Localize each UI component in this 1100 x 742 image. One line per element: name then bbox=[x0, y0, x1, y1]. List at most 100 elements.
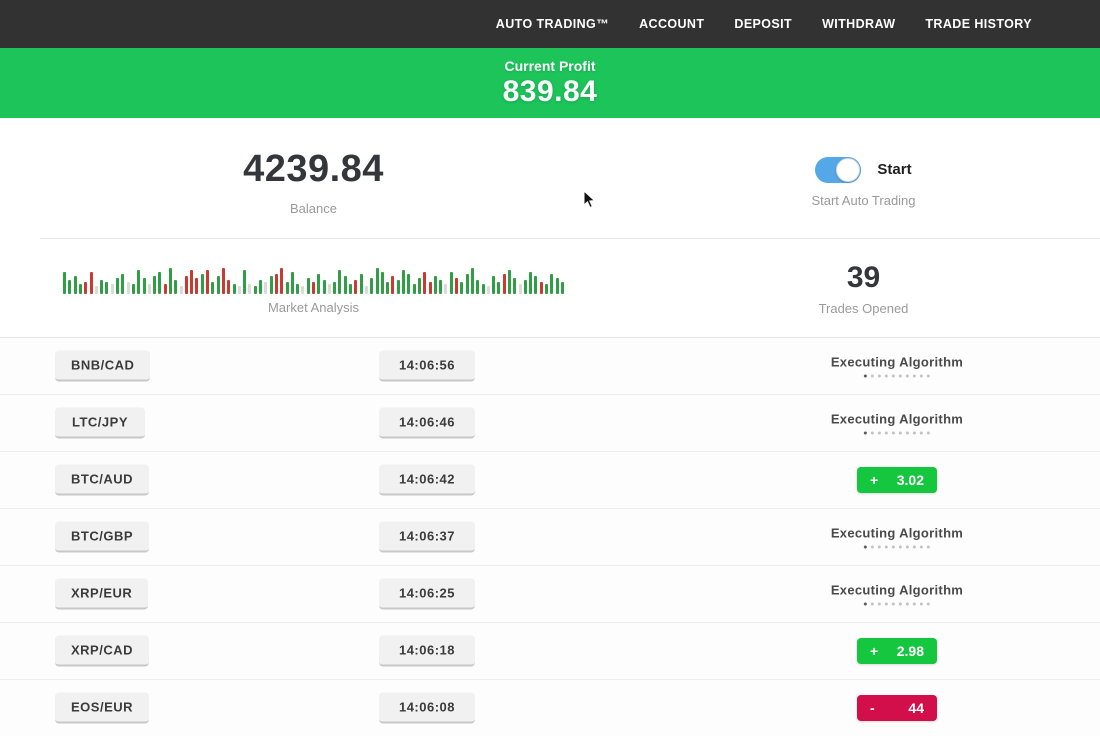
chart-bar bbox=[476, 279, 480, 294]
chart-bar bbox=[439, 279, 443, 294]
chart-bar bbox=[507, 269, 511, 294]
executing-algorithm-label: Executing Algorithm bbox=[830, 411, 964, 427]
chart-bar bbox=[68, 279, 72, 294]
balance-row: 4239.84 Balance Start Start Auto Trading bbox=[0, 118, 1100, 238]
chart-bar bbox=[444, 283, 448, 294]
balance-label: Balance bbox=[290, 201, 337, 216]
auto-trading-toggle[interactable] bbox=[815, 156, 862, 183]
trade-row: BNB/CAD 14:06:56 Executing Algorithm bbox=[0, 337, 1100, 394]
chart-bar bbox=[296, 283, 300, 294]
trade-time-badge: 14:06:25 bbox=[379, 578, 475, 610]
chart-bar bbox=[232, 283, 236, 294]
result-sign: + bbox=[870, 472, 879, 488]
nav-auto-trading[interactable]: AUTO TRADING™ bbox=[495, 17, 610, 31]
progress-dots-icon bbox=[831, 431, 963, 435]
chart-bar bbox=[513, 277, 517, 294]
start-auto-trading-label: Start Auto Trading bbox=[811, 192, 916, 208]
chart-bar bbox=[253, 285, 257, 294]
chart-bar bbox=[354, 279, 358, 294]
executing-algorithm-label: Executing Algorithm bbox=[830, 525, 964, 541]
trade-time-badge: 14:06:18 bbox=[379, 635, 475, 667]
nav-withdraw[interactable]: WITHDRAW bbox=[822, 17, 896, 31]
trade-status: +3.02 bbox=[857, 467, 937, 493]
chart-bar bbox=[545, 283, 549, 294]
trade-time-badge: 14:06:46 bbox=[379, 407, 475, 439]
result-sign: - bbox=[870, 700, 875, 716]
chart-bar bbox=[433, 275, 437, 294]
chart-bar bbox=[338, 269, 342, 294]
chart-bar bbox=[179, 285, 183, 294]
chart-bar bbox=[428, 281, 432, 294]
chart-bar bbox=[195, 277, 199, 294]
executing-algorithm-label: Executing Algorithm bbox=[830, 582, 964, 598]
chart-bar bbox=[396, 279, 400, 294]
chart-bar bbox=[73, 275, 77, 294]
trade-status: Executing Algorithm bbox=[831, 583, 963, 606]
nav-trade-history[interactable]: TRADE HISTORY bbox=[925, 17, 1032, 31]
executing-algorithm-label: Executing Algorithm bbox=[830, 354, 964, 370]
chart-bar bbox=[460, 281, 464, 294]
chart-bar bbox=[105, 281, 109, 294]
chart-bar bbox=[327, 283, 331, 294]
chart-bar bbox=[168, 267, 172, 294]
chart-bar bbox=[89, 271, 93, 294]
chart-bar bbox=[269, 275, 273, 294]
trade-time-badge: 14:06:56 bbox=[379, 350, 475, 382]
chart-bar bbox=[290, 271, 294, 294]
trade-row: EOS/EUR 14:06:08 - 44 bbox=[0, 679, 1100, 736]
chart-bar bbox=[470, 267, 474, 294]
toggle-knob-icon bbox=[836, 157, 861, 182]
trade-pair-badge: BTC/GBP bbox=[55, 521, 149, 553]
result-amount: 44 bbox=[908, 700, 924, 716]
loss-badge: - 44 bbox=[857, 695, 937, 721]
chart-bar bbox=[285, 281, 289, 294]
trade-row: BTC/AUD 14:06:42 +3.02 bbox=[0, 451, 1100, 508]
trade-pair-badge: EOS/EUR bbox=[55, 692, 150, 724]
chart-bar bbox=[131, 283, 135, 294]
chart-bar bbox=[280, 267, 284, 294]
result-amount: 3.02 bbox=[896, 472, 924, 488]
chart-bar bbox=[349, 283, 353, 294]
chart-bar bbox=[534, 275, 538, 294]
trade-time-badge: 14:06:42 bbox=[379, 464, 475, 496]
chart-bar bbox=[359, 273, 363, 294]
chart-bar bbox=[301, 285, 305, 294]
chart-bar bbox=[153, 275, 157, 294]
chart-bar bbox=[492, 275, 496, 294]
chart-bar bbox=[402, 269, 406, 294]
progress-dots-icon bbox=[831, 545, 963, 549]
trade-status: - 44 bbox=[857, 695, 937, 721]
trades-list: BNB/CAD 14:06:56 Executing Algorithm LTC/JP… bbox=[0, 337, 1100, 736]
nav-deposit[interactable]: DEPOSIT bbox=[734, 17, 793, 31]
chart-bar bbox=[539, 281, 543, 294]
chart-bar bbox=[190, 269, 194, 294]
trade-status: Executing Algorithm bbox=[831, 355, 963, 378]
chart-bar bbox=[110, 283, 114, 294]
trade-row: BTC/GBP 14:06:37 Executing Algorithm bbox=[0, 508, 1100, 565]
trade-status: Executing Algorithm bbox=[831, 526, 963, 549]
chart-bar bbox=[364, 285, 368, 294]
chart-bar bbox=[486, 285, 490, 294]
progress-dots-icon bbox=[831, 602, 963, 606]
chart-bar bbox=[370, 277, 374, 294]
progress-dots-icon bbox=[831, 374, 963, 378]
chart-bar bbox=[116, 277, 120, 294]
trades-opened-value: 39 bbox=[846, 260, 881, 294]
result-sign: + bbox=[870, 643, 879, 659]
trade-status: +2.98 bbox=[857, 638, 937, 664]
chart-bar bbox=[322, 279, 326, 294]
nav-account[interactable]: ACCOUNT bbox=[639, 17, 705, 31]
chart-bar bbox=[147, 283, 151, 294]
trade-pair-badge: BTC/AUD bbox=[55, 464, 149, 496]
chart-bar bbox=[243, 269, 247, 294]
chart-bar bbox=[455, 277, 459, 294]
chart-bar bbox=[375, 267, 379, 294]
chart-bar bbox=[158, 271, 162, 294]
chart-bar bbox=[216, 275, 220, 294]
chart-bar bbox=[274, 273, 278, 294]
chart-bar bbox=[550, 273, 554, 294]
chart-bar bbox=[423, 271, 427, 294]
section-divider bbox=[40, 238, 1100, 239]
chart-bar bbox=[481, 283, 485, 294]
chart-bar bbox=[137, 269, 141, 294]
